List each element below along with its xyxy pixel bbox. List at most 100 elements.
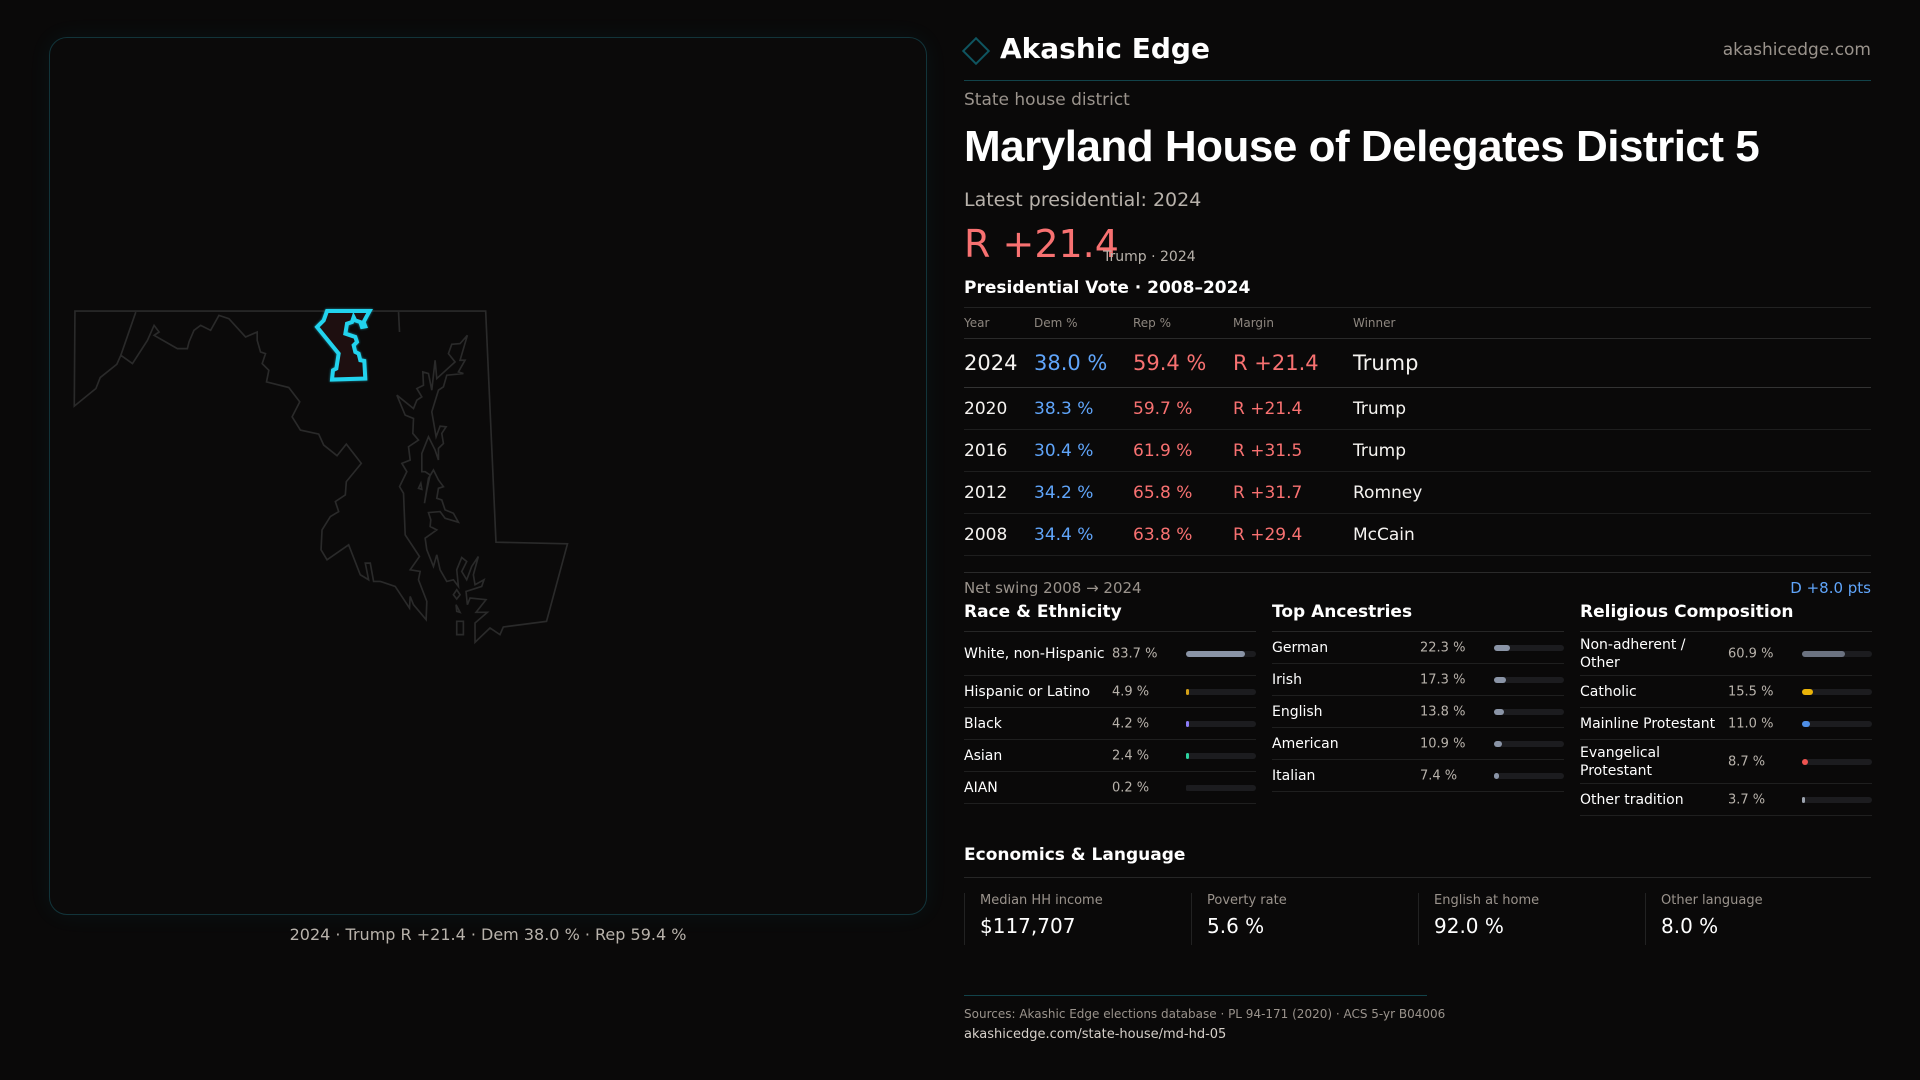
bar-fill <box>1186 784 1189 791</box>
presidential-vote-table: Year Dem % Rep % Margin Winner 2024 38.0 … <box>964 307 1871 556</box>
map-caption: 2024 · Trump R +21.4 · Dem 38.0 % · Rep … <box>289 925 687 944</box>
net-swing: Net swing 2008 → 2024 D +8.0 pts <box>964 572 1871 597</box>
bar-track <box>1802 720 1872 727</box>
bar-track <box>1494 708 1564 715</box>
item-label: English <box>1272 703 1323 720</box>
list-item: Non-adherent / Other 60.9 % <box>1580 632 1872 676</box>
stat-label: Other language <box>1661 893 1763 908</box>
economics-title: Economics & Language <box>964 845 1871 878</box>
bar-track <box>1186 688 1256 695</box>
list-item: Other tradition 3.7 % <box>1580 784 1872 816</box>
item-label: Non-adherent / Other <box>1580 636 1686 671</box>
list-item: American 10.9 % <box>1272 728 1564 760</box>
cell-rep: 59.7 % <box>1133 387 1233 430</box>
item-percent: 22.3 % <box>1420 640 1466 655</box>
district-5-highlight[interactable] <box>314 309 373 382</box>
top-ancestries-section: Top Ancestries German 22.3 % Irish 17.3 % Eng… <box>1272 602 1564 792</box>
bar-fill <box>1802 796 1805 803</box>
bar-fill <box>1802 688 1813 695</box>
bar-fill <box>1186 720 1189 727</box>
latest-margin-sub: Trump · 2024 <box>1103 249 1196 265</box>
district-map[interactable] <box>50 38 926 914</box>
cell-winner: Trump <box>1353 429 1871 472</box>
bar-track <box>1186 752 1256 759</box>
list-item: Evangelical Protestant 8.7 % <box>1580 740 1872 784</box>
cell-year: 2016 <box>964 429 1034 472</box>
bar-track <box>1186 650 1256 657</box>
bar-track <box>1494 740 1564 747</box>
table-row: 2012 34.2 % 65.8 % R +31.7 Romney <box>964 471 1871 514</box>
vote-table-title: Presidential Vote · 2008–2024 <box>964 278 1251 298</box>
cell-dem: 34.2 % <box>1034 471 1133 514</box>
cell-dem: 38.0 % <box>1034 338 1133 388</box>
island <box>417 480 465 636</box>
cell-margin: R +21.4 <box>1233 338 1353 388</box>
col-year: Year <box>964 307 1034 339</box>
bar-fill <box>1802 720 1810 727</box>
cell-year: 2008 <box>964 513 1034 556</box>
bar-track <box>1186 784 1256 791</box>
cell-dem: 30.4 % <box>1034 429 1133 472</box>
stat-card: Poverty rate 5.6 % <box>1191 893 1417 945</box>
stat-card: Median HH income $117,707 <box>964 893 1190 945</box>
list-item: Hispanic or Latino 4.9 % <box>964 676 1256 708</box>
item-label: Mainline Protestant <box>1580 715 1716 732</box>
stat-label: Poverty rate <box>1207 893 1287 908</box>
col-margin: Margin <box>1233 307 1353 339</box>
col-dem: Dem % <box>1034 307 1133 339</box>
item-label: Other tradition <box>1580 791 1684 808</box>
bar-track <box>1802 688 1872 695</box>
brand-header: Akashic Edge akashicedge.com <box>961 30 1871 70</box>
item-percent: 11.0 % <box>1728 716 1774 731</box>
cell-winner: Trump <box>1353 338 1871 388</box>
item-percent: 15.5 % <box>1728 684 1774 699</box>
page-title: Maryland House of Delegates District 5 <box>964 122 1760 171</box>
site-link[interactable]: akashicedge.com <box>1722 40 1871 60</box>
item-percent: 2.4 % <box>1112 748 1150 763</box>
cell-dem: 38.3 % <box>1034 387 1133 430</box>
item-percent: 83.7 % <box>1112 646 1158 661</box>
bar-track <box>1494 676 1564 683</box>
cell-margin: R +31.7 <box>1233 471 1353 514</box>
brand-name[interactable]: Akashic Edge <box>1000 32 1210 65</box>
list-item: White, non-Hispanic 83.7 % <box>964 632 1256 676</box>
table-row: 2008 34.4 % 63.8 % R +29.4 McCain <box>964 513 1871 556</box>
list-item: German 22.3 % <box>1272 632 1564 664</box>
col-rep: Rep % <box>1133 307 1233 339</box>
stat-label: English at home <box>1434 893 1540 908</box>
item-label: Evangelical Protestant <box>1580 744 1661 779</box>
stat-card: English at home 92.0 % <box>1418 893 1644 945</box>
item-label: German <box>1272 639 1329 656</box>
net-swing-label: Net swing 2008 → 2024 <box>964 579 1142 597</box>
cell-year: 2012 <box>964 471 1034 514</box>
cell-margin: R +29.4 <box>1233 513 1353 556</box>
stat-label: Median HH income <box>980 893 1103 908</box>
list-item: Catholic 15.5 % <box>1580 676 1872 708</box>
item-label: White, non-Hispanic <box>964 645 1105 662</box>
col-winner: Winner <box>1353 307 1871 339</box>
section-title: Race & Ethnicity <box>964 602 1256 632</box>
bar-fill <box>1802 650 1845 657</box>
cell-rep: 65.8 % <box>1133 471 1233 514</box>
page-url[interactable]: akashicedge.com/state-house/md-hd-05 <box>964 1027 1227 1042</box>
table-row: 2020 38.3 % 59.7 % R +21.4 Trump <box>964 387 1871 430</box>
cell-dem: 34.4 % <box>1034 513 1133 556</box>
cell-winner: McCain <box>1353 513 1871 556</box>
map-panel[interactable] <box>49 37 927 915</box>
cell-year: 2024 <box>964 338 1034 388</box>
stat-card: Other language 8.0 % <box>1645 893 1871 945</box>
bar-fill <box>1494 644 1510 651</box>
bar-track <box>1802 796 1872 803</box>
stat-value: 5.6 % <box>1207 914 1265 938</box>
bar-fill <box>1494 676 1507 683</box>
bar-fill <box>1802 758 1809 765</box>
cell-year: 2020 <box>964 387 1034 430</box>
item-label: Irish <box>1272 671 1302 688</box>
latest-presidential-label: Latest presidential: 2024 <box>964 189 1202 211</box>
latest-margin: R +21.4 <box>964 222 1119 266</box>
bar-fill <box>1186 650 1245 657</box>
state-outline <box>73 310 569 645</box>
list-item: Italian 7.4 % <box>1272 760 1564 792</box>
race-ethnicity-section: Race & Ethnicity White, non-Hispanic 83.7 … <box>964 602 1256 804</box>
cell-margin: R +21.4 <box>1233 387 1353 430</box>
